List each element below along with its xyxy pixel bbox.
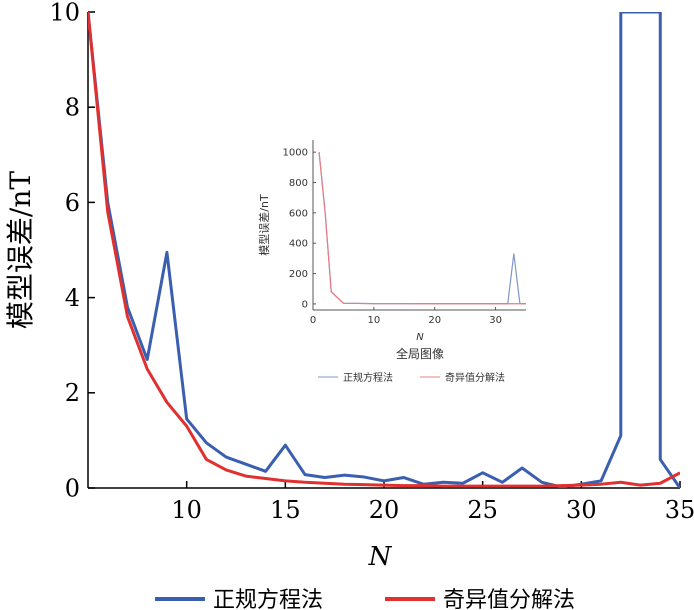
main-y-tick-label: 4 (65, 284, 80, 312)
main-x-axis-label: N (368, 542, 393, 572)
inset-y-tick-label: 0 (302, 299, 308, 310)
main-y-axis-label: 模型误差/nT (4, 171, 37, 329)
main-x-tick-label: 20 (369, 496, 400, 524)
inset-title: 全局图像 (396, 346, 444, 361)
main-y-tick-label: 10 (49, 0, 80, 26)
main-tick-labels: 10 15 20 25 30 35 0 2 4 6 8 10 (49, 0, 694, 524)
inset-x-tick-label: 20 (428, 315, 441, 326)
main-y-tick-label: 8 (65, 94, 80, 122)
inset-tick-labels: 0 10 20 30 0 200 400 600 800 1000 (283, 148, 502, 326)
main-y-tick-label: 2 (65, 379, 80, 407)
inset-y-tick-label: 600 (289, 208, 308, 219)
main-y-tick-label: 0 (65, 474, 80, 502)
main-x-tick-label: 15 (270, 496, 301, 524)
main-plot (87, 11, 681, 489)
inset-x-tick-label: 0 (310, 315, 316, 326)
inset-x-tick-label: 30 (489, 315, 502, 326)
inset-y-tick-label: 1000 (283, 148, 308, 159)
inset-y-tick-label: 800 (289, 178, 308, 189)
legend-label-series-2: 奇异值分解法 (443, 588, 575, 610)
main-x-tick-label: 35 (665, 496, 694, 524)
inset-series-line-2 (318, 152, 526, 305)
inset-series-line-1 (318, 152, 526, 305)
inset-y-tick-label: 400 (289, 239, 308, 250)
main-y-tick-label: 6 (65, 189, 80, 217)
inset-x-tick-label: 10 (367, 315, 380, 326)
inset-y-axis-label: 模型误差/nT (257, 194, 271, 256)
main-x-tick-label: 30 (566, 496, 597, 524)
inset-legend-label-series-2: 奇异值分解法 (445, 371, 505, 384)
inset-plot (312, 140, 526, 311)
main-x-tick-label: 25 (467, 496, 498, 524)
inset-legend-label-series-1: 正规方程法 (343, 371, 393, 384)
main-legend: 正规方程法 奇异值分解法 (155, 588, 575, 610)
inset-y-tick-label: 200 (289, 269, 308, 280)
main-series-line-1 (88, 12, 680, 488)
inset-x-axis-label: N (416, 332, 424, 343)
main-series-line-2 (88, 12, 680, 488)
main-x-tick-label: 10 (171, 496, 202, 524)
legend-label-series-1: 正规方程法 (213, 588, 323, 610)
